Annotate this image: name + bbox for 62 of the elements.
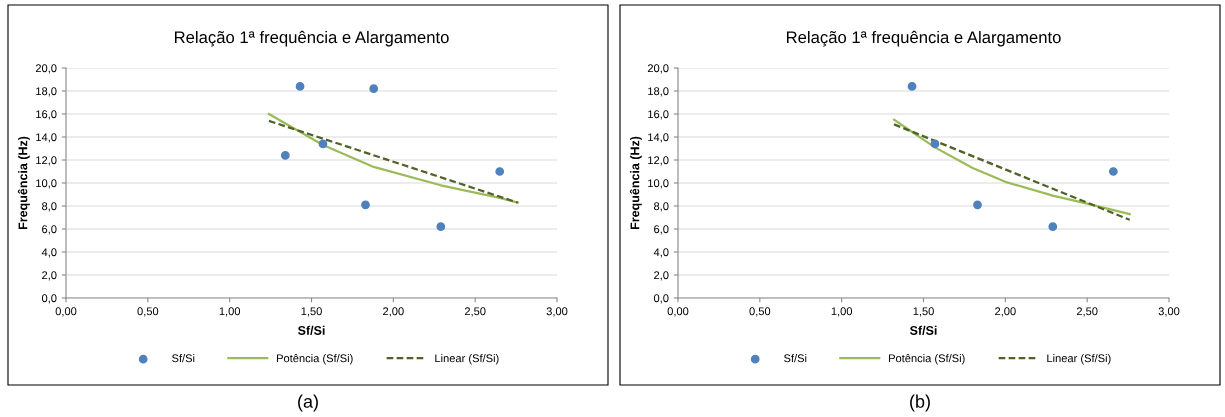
x-tick-label: 2,00 xyxy=(383,307,404,317)
x-tick-label: 0,00 xyxy=(667,307,689,317)
y-tick-label: 16,0 xyxy=(648,110,669,120)
x-tick-label: 3,00 xyxy=(546,307,568,317)
point xyxy=(1108,167,1118,176)
y-tick-label: 18,0 xyxy=(36,87,57,97)
x-tick-label: 1,50 xyxy=(301,307,322,317)
y-tick-label: 16,0 xyxy=(36,110,57,120)
y-tick-label: 8,0 xyxy=(654,202,669,212)
y-tick-label: 20,0 xyxy=(647,64,669,74)
x-tick-label: 2,00 xyxy=(995,307,1016,317)
legend-label: Linear (Sf/Si) xyxy=(1047,354,1111,365)
text: (a) xyxy=(298,394,318,412)
y-tick-label: 14,0 xyxy=(36,133,57,143)
legend-label: Potência (Sf/Si) xyxy=(889,353,965,365)
y-tick-label: 10,0 xyxy=(648,179,669,189)
y-tick-label: 6,0 xyxy=(654,225,669,235)
y-tick-label: 12,0 xyxy=(648,156,669,166)
y-tick-label: 6,0 xyxy=(42,225,57,235)
point xyxy=(973,200,982,210)
x-tick-label: 0,00 xyxy=(55,307,77,317)
x-axis-title: Sf/Si xyxy=(909,325,937,336)
x-tick-label: 3,00 xyxy=(1158,307,1180,317)
y-tick-label: 4,0 xyxy=(653,248,669,258)
y-tick-label: 8,0 xyxy=(42,202,57,212)
y-tick-label: 10,0 xyxy=(36,179,57,189)
legend-label: Linear (Sf/Si) xyxy=(435,354,499,365)
point xyxy=(369,84,379,94)
y-axis-title: Frequência (Hz) xyxy=(17,136,30,230)
point xyxy=(361,200,370,210)
x-tick-label: 2,50 xyxy=(464,307,486,317)
x-axis-title: Sf/Si xyxy=(297,325,325,336)
legend-label: Sf/Si xyxy=(784,354,807,363)
x-tick-label: 1,00 xyxy=(219,307,241,317)
y-tick-label: 0,0 xyxy=(41,294,57,304)
x-tick-label: 2,50 xyxy=(1076,307,1098,317)
x-tick-label: 0,50 xyxy=(749,307,771,317)
y-tick-label: 2,0 xyxy=(654,271,669,281)
text: (b) xyxy=(910,394,930,412)
x-tick-label: 1,00 xyxy=(831,307,853,317)
point xyxy=(1048,222,1058,232)
x-tick-label: 1,50 xyxy=(913,307,934,317)
point xyxy=(495,167,505,176)
point xyxy=(280,151,290,160)
y-tick-label: 0,0 xyxy=(653,294,669,304)
point xyxy=(318,139,328,149)
y-tick-label: 18,0 xyxy=(648,87,669,97)
x-tick-label: 0,50 xyxy=(137,307,159,317)
y-axis-title: Frequência (Hz) xyxy=(629,136,642,230)
legend-label: Sf/Si xyxy=(172,354,195,363)
y-tick-label: 4,0 xyxy=(41,248,57,258)
y-tick-label: 20,0 xyxy=(35,64,57,74)
y-tick-label: 2,0 xyxy=(42,271,57,281)
legend-label: Potência (Sf/Si) xyxy=(277,353,353,365)
chart-title: Relação 1ª frequência e Alargamento xyxy=(786,30,1061,47)
y-tick-label: 12,0 xyxy=(36,156,57,166)
y-tick-label: 14,0 xyxy=(648,133,669,143)
point xyxy=(907,82,917,91)
point xyxy=(436,222,446,232)
point xyxy=(295,82,305,91)
point xyxy=(930,139,940,149)
chart-title: Relação 1ª frequência e Alargamento xyxy=(174,30,449,47)
